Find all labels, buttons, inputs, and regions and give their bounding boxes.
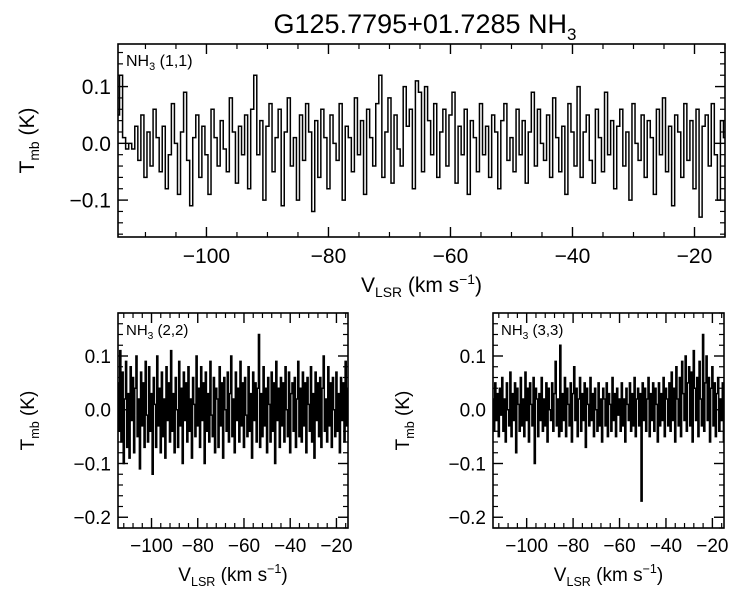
- x-axis-label-superscript: −1: [267, 562, 281, 576]
- y-axis-label-main: T: [393, 438, 414, 450]
- x-axis-label-main: V: [178, 565, 191, 586]
- figure-title: G125.7795+01.7285 NH3: [274, 9, 577, 44]
- x-tick-label: −80: [311, 245, 347, 268]
- x-axis-label-subscript: LSR: [375, 284, 402, 300]
- x-tick-label: −60: [433, 245, 469, 268]
- x-tick-label: −60: [228, 536, 260, 557]
- y-tick-label: 0.1: [85, 347, 111, 368]
- y-axis-label: Tmb (K): [18, 391, 42, 451]
- y-axis-label-subscript: mb: [403, 421, 417, 438]
- x-tick-label: −20: [677, 245, 713, 268]
- y-tick-label: 0.0: [85, 401, 111, 422]
- x-axis-label-close: ): [657, 565, 663, 586]
- panel-nh3-22: −100 −80 −60 −40 −20 0.1 0.0 −0.1 −0.2 NH3 (2,2) V…: [18, 312, 353, 589]
- x-tick-label: −20: [696, 536, 728, 557]
- panel-label-transition: (1,1): [155, 53, 192, 70]
- x-tick-label: −80: [557, 536, 589, 557]
- panel-label-subscript: 3: [148, 331, 154, 342]
- x-axis-label-unit: (km s: [591, 565, 643, 586]
- x-axis-label-unit: (km s: [215, 565, 267, 586]
- panel-label: NH3 (2,2): [126, 322, 188, 342]
- x-tick-label: −20: [320, 536, 352, 557]
- x-axis-label: VLSR (km s−1): [178, 562, 287, 589]
- x-axis-label-superscript: −1: [459, 271, 475, 287]
- spectrum-line: [493, 333, 724, 502]
- y-axis-label-main: T: [16, 160, 39, 173]
- panel-label: NH3 (1,1): [126, 53, 193, 73]
- panel-label: NH3 (3,3): [501, 322, 563, 342]
- x-axis-label-subscript: LSR: [191, 575, 215, 589]
- panel-nh3-11: −100 −80 −60 −40 −20 0.1 0.0 −0.1 NH3 (1,1) VLSR …: [16, 43, 726, 300]
- figure-title-subscript: 3: [567, 25, 576, 44]
- x-axis-label: VLSR (km s−1): [554, 562, 663, 589]
- spectrum-line: [118, 74, 725, 218]
- x-tick-label: −40: [555, 245, 591, 268]
- panel-label-subscript: 3: [149, 61, 155, 73]
- y-tick-label: 0.1: [460, 347, 486, 368]
- panel-nh3-33: −100 −80 −60 −40 −20 0.1 0.0 −0.1 −0.2 NH3 (3,3) V…: [393, 312, 729, 589]
- x-axis-label-main: V: [554, 565, 567, 586]
- x-axis-label-unit: (km s: [402, 274, 459, 297]
- x-tick-label: −40: [274, 536, 306, 557]
- y-axis-label-unit: (K): [18, 391, 39, 422]
- x-axis-label-superscript: −1: [643, 562, 657, 576]
- panel-label-main: NH: [501, 322, 523, 339]
- y-axis-label: Tmb (K): [393, 391, 417, 451]
- x-axis-label-main: V: [361, 274, 375, 297]
- y-tick-label: 0.1: [82, 76, 111, 99]
- x-tick-label: −100: [130, 536, 173, 557]
- figure-title-main: G125.7795+01.7285 NH: [274, 9, 567, 39]
- y-tick-label: −0.1: [73, 454, 111, 475]
- y-axis-label-subscript: mb: [28, 421, 42, 438]
- y-axis-label-unit: (K): [16, 108, 39, 142]
- y-tick-label: −0.1: [448, 454, 486, 475]
- y-axis-label-subscript: mb: [26, 141, 42, 161]
- spectrum-line: [118, 333, 348, 475]
- panel-label-transition: (3,3): [528, 322, 563, 339]
- y-axis-label: Tmb (K): [16, 108, 42, 174]
- x-tick-label: −80: [182, 536, 214, 557]
- y-tick-label: 0.0: [460, 401, 486, 422]
- x-axis-label-close: ): [475, 274, 482, 297]
- y-axis-label-unit: (K): [393, 391, 414, 422]
- panel-label-main: NH: [126, 53, 149, 70]
- y-axis-label-main: T: [18, 438, 39, 450]
- x-tick-label: −100: [183, 245, 230, 268]
- x-axis-label-subscript: LSR: [566, 575, 590, 589]
- y-tick-label: −0.1: [70, 190, 111, 213]
- y-tick-label: −0.2: [448, 508, 486, 529]
- y-tick-label: 0.0: [82, 133, 111, 156]
- x-tick-label: −60: [603, 536, 635, 557]
- panel-label-subscript: 3: [523, 331, 529, 342]
- panel-label-main: NH: [126, 322, 148, 339]
- x-axis-label-close: ): [281, 565, 287, 586]
- plot-frame: [117, 43, 726, 238]
- x-axis-label: VLSR (km s−1): [361, 271, 482, 300]
- panel-label-transition: (2,2): [153, 322, 188, 339]
- x-tick-label: −100: [505, 536, 548, 557]
- x-tick-label: −40: [650, 536, 682, 557]
- y-tick-label: −0.2: [73, 508, 111, 529]
